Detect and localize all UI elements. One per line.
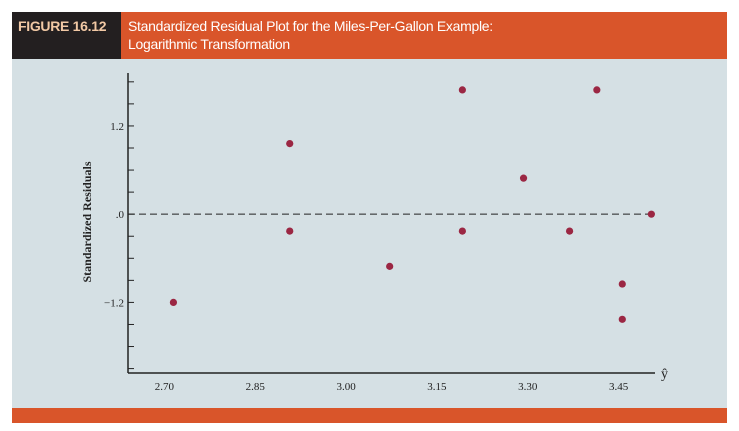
data-point	[169, 298, 178, 307]
x-tick-label: 2.70	[155, 381, 175, 393]
y-tick-label: −1.2	[104, 297, 124, 309]
x-tick-label: 3.15	[427, 381, 447, 393]
data-point	[386, 262, 394, 270]
data-point	[286, 227, 294, 235]
y-axis-label: Standardized Residuals	[80, 161, 94, 282]
x-tick-label: 2.85	[246, 381, 266, 393]
figure-header: FIGURE 16.12 Standardized Residual Plot …	[12, 12, 727, 59]
data-point	[565, 227, 574, 235]
x-tick-label: 3.30	[518, 381, 538, 393]
data-point	[458, 86, 466, 94]
title-line-2: Logarithmic Transformation	[128, 36, 290, 52]
data-point	[458, 227, 466, 235]
data-point	[618, 280, 626, 288]
x-tick-label: 3.00	[336, 381, 356, 393]
figure-title: Standardized Residual Plot for the Miles…	[128, 17, 688, 53]
title-line-1: Standardized Residual Plot for the Miles…	[128, 18, 493, 34]
x-tick-label: 3.45	[609, 381, 629, 393]
chart-panel	[12, 59, 727, 408]
footer-bar	[12, 408, 727, 423]
y-tick-label: .0	[116, 209, 125, 221]
data-point	[593, 86, 601, 94]
y-tick-label: 1.2	[110, 121, 124, 133]
data-point	[286, 139, 294, 148]
figure-label: FIGURE 16.12	[12, 12, 121, 59]
data-point	[618, 315, 626, 323]
x-axis-label: ŷ	[661, 367, 668, 382]
data-point	[647, 210, 655, 218]
data-point	[519, 174, 528, 182]
